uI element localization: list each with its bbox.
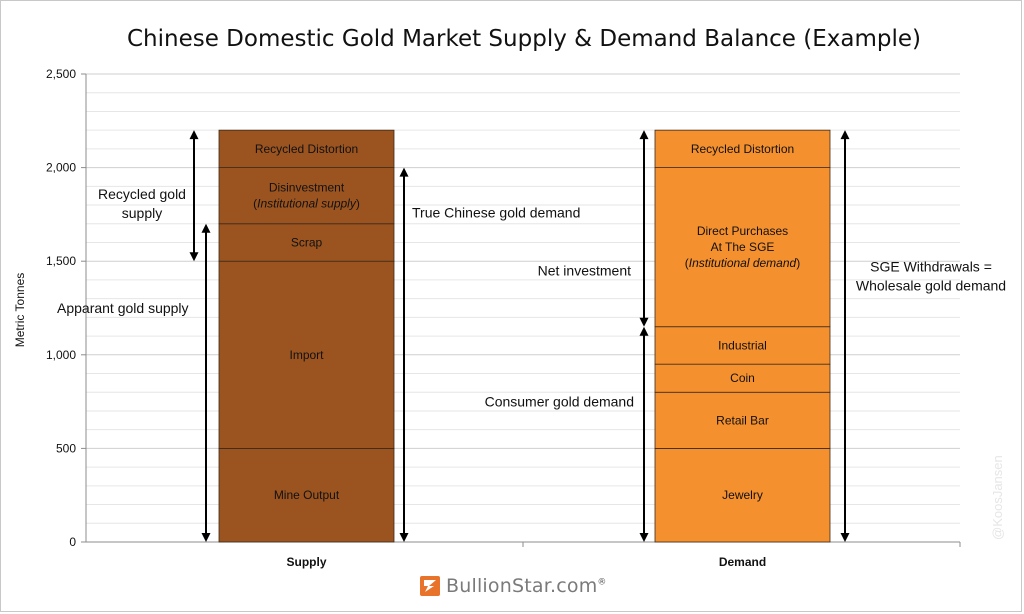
annotation-arrowhead bbox=[399, 533, 409, 542]
bullionstar-logo-icon bbox=[420, 576, 440, 596]
annotation-arrowhead bbox=[639, 326, 649, 336]
bar-segment-label: Coin bbox=[730, 371, 755, 385]
annotation-arrowhead bbox=[639, 533, 649, 542]
bar-segment-demand-industrial bbox=[654, 326, 831, 365]
bullionstar-logo: BullionStar.com® bbox=[420, 574, 607, 598]
bar-segment-label: Disinvestment bbox=[269, 181, 345, 195]
bar-segment-label: At The SGE bbox=[711, 240, 775, 254]
annotation-demand-left-lower: Consumer gold demand bbox=[485, 326, 649, 542]
annotation-arrowhead bbox=[189, 252, 199, 262]
bars: Mine Output Import Scrap Disinvestment (Inst… bbox=[218, 129, 831, 569]
annotation-arrowhead bbox=[639, 130, 649, 140]
bar-segment-label: (Institutional demand) bbox=[685, 256, 800, 270]
bar-segment-label: Direct Purchases bbox=[697, 224, 788, 238]
annotation-arrowhead bbox=[201, 223, 211, 233]
bar-segment-label: Import bbox=[289, 348, 324, 362]
annotation-arrowhead bbox=[639, 317, 649, 327]
annotation-supply-left-outer: Recycled gold supply bbox=[98, 130, 199, 262]
bar-segment-supply-recycled-distortion bbox=[218, 129, 395, 169]
annotation-text: Recycled gold bbox=[98, 186, 186, 202]
y-tick-label: 500 bbox=[56, 441, 76, 455]
annotation-text: supply bbox=[122, 205, 162, 221]
bar-segment-label: Industrial bbox=[718, 338, 767, 352]
y-tick-label: 1,500 bbox=[46, 254, 76, 268]
bar-supply: Mine Output Import Scrap Disinvestment (Inst… bbox=[218, 129, 395, 543]
bar-segment-label: Jewelry bbox=[722, 488, 763, 502]
annotation-demand-right: SGE Withdrawals = Wholesale gold demand bbox=[840, 130, 1006, 542]
bar-segment-label: Scrap bbox=[291, 235, 323, 249]
y-tick-label: 1,000 bbox=[46, 348, 76, 362]
bar-segment-label: (Institutional supply) bbox=[253, 197, 360, 211]
annotation-text: Net investment bbox=[538, 263, 631, 279]
y-tick-label: 2,500 bbox=[46, 67, 76, 81]
bar-segment-label: Mine Output bbox=[274, 488, 340, 502]
annotation-text: SGE Withdrawals = bbox=[870, 258, 992, 274]
bar-segment-label: Retail Bar bbox=[716, 413, 769, 427]
chart-title: Chinese Domestic Gold Market Supply & De… bbox=[127, 26, 921, 52]
annotation-arrowhead bbox=[840, 130, 850, 140]
annotation-text: True Chinese gold demand bbox=[412, 205, 580, 221]
bar-segment-demand-retail-bar bbox=[654, 391, 831, 449]
watermark: @KoosJansen bbox=[990, 455, 1005, 540]
annotation-arrowhead bbox=[201, 533, 211, 542]
y-tick-label: 0 bbox=[69, 535, 76, 549]
y-tick-label: 2,000 bbox=[46, 161, 76, 175]
logo-text: BullionStar.com bbox=[446, 575, 598, 597]
bar-segment-supply-scrap bbox=[218, 223, 395, 262]
annotation-text: Apparant gold supply bbox=[57, 300, 189, 316]
annotation-arrowhead bbox=[399, 167, 409, 177]
bar-segment-supply-disinvestment bbox=[218, 167, 395, 225]
annotation-text: Consumer gold demand bbox=[485, 394, 634, 410]
annotation-arrowhead bbox=[840, 533, 850, 542]
bar-segment-supply-mine-output bbox=[218, 447, 395, 543]
bar-demand: Jewelry Retail Bar Coin Industrial Direct Pu… bbox=[654, 129, 831, 543]
annotation-text: Wholesale gold demand bbox=[856, 277, 1006, 293]
bar-segment-demand-coin bbox=[654, 363, 831, 393]
bar-segment-label: Recycled Distortion bbox=[691, 142, 794, 156]
annotations: Recycled gold supply Apparant gold supply T… bbox=[57, 130, 1006, 542]
bar-segment-label: Recycled Distortion bbox=[255, 142, 358, 156]
y-axis-label: Metric Tonnes bbox=[13, 273, 27, 347]
annotation-demand-left-upper: Net investment bbox=[538, 130, 649, 327]
annotation-arrowhead bbox=[189, 130, 199, 140]
bar-segment-supply-import bbox=[218, 260, 395, 449]
x-category-label: Demand bbox=[719, 555, 766, 569]
annotation-supply-left-inner: Apparant gold supply bbox=[57, 223, 211, 542]
annotation-supply-right: True Chinese gold demand bbox=[399, 167, 580, 542]
logo-registered-mark: ® bbox=[597, 577, 607, 588]
bar-segment-demand-jewelry bbox=[654, 447, 831, 543]
bar-segment-demand-recycled-distortion bbox=[654, 129, 831, 169]
x-category-label: Supply bbox=[286, 555, 326, 569]
watermark-text: @KoosJansen bbox=[990, 455, 1005, 540]
